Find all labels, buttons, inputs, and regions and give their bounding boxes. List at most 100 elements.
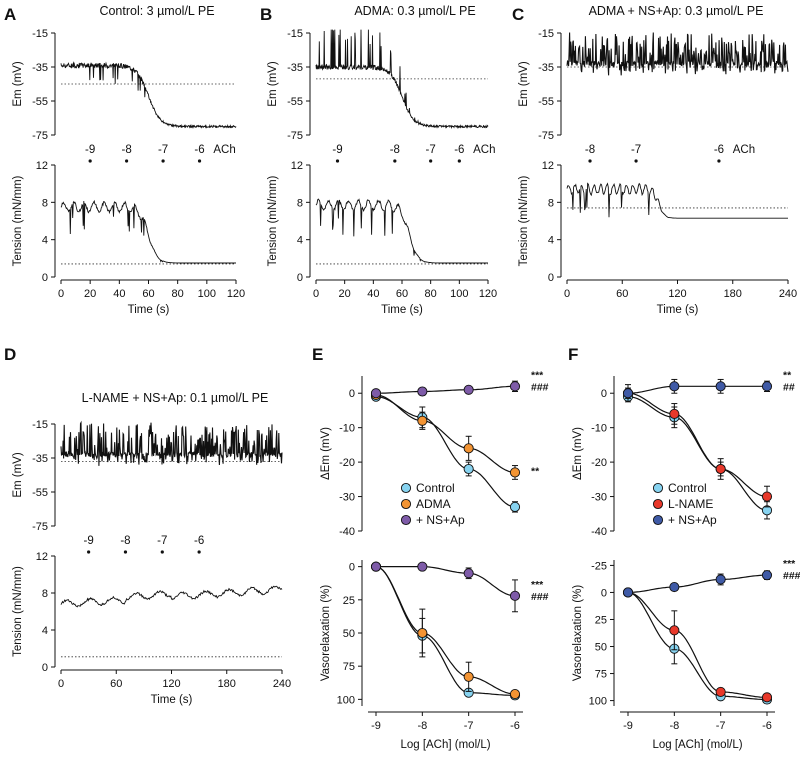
legend-marker-E bbox=[400, 498, 412, 510]
relax-point-adma-E bbox=[509, 689, 521, 700]
dose-label-B: -6 bbox=[454, 144, 464, 156]
relax-fit-curve-F bbox=[627, 591, 767, 701]
dose-label-C: -6 bbox=[714, 144, 724, 156]
tension-trace-B bbox=[315, 198, 488, 264]
em-trace-B bbox=[315, 29, 489, 130]
em-fit-curve-E bbox=[375, 396, 516, 508]
relax-point-nsap-F bbox=[715, 574, 726, 585]
dose-tick-label-E: -8 bbox=[417, 720, 427, 732]
relax-point-lname-F bbox=[715, 686, 726, 697]
tension-tick-label-C: 8 bbox=[548, 197, 554, 209]
em-tick-label-B: -75 bbox=[287, 130, 303, 142]
em-tick-label-B: -55 bbox=[287, 96, 303, 108]
em-tick-label-B: -15 bbox=[287, 28, 303, 40]
dose-marker-D bbox=[160, 550, 164, 554]
relax-significance-F: *** bbox=[783, 558, 796, 570]
tension-tick-label-C: 12 bbox=[542, 160, 554, 172]
tension-tick-label-B: 12 bbox=[291, 160, 303, 172]
time-axis-label-D: Time (s) bbox=[151, 694, 193, 706]
tension-tick-label-A: 0 bbox=[42, 272, 48, 284]
em-y-tick-label-F: -30 bbox=[591, 492, 607, 504]
dose-tick-label-F: -7 bbox=[716, 720, 726, 732]
legend-label-E: ADMA bbox=[416, 497, 451, 511]
relax-y-tick-label-F: 25 bbox=[595, 614, 607, 626]
legend-marker-F bbox=[652, 482, 664, 494]
em-point-nsap-F bbox=[669, 381, 680, 392]
legend-marker-F bbox=[652, 498, 664, 510]
em-fit-curve-E bbox=[376, 385, 516, 394]
dose-marker-A bbox=[125, 159, 129, 163]
relax-y-tick-label-F: 50 bbox=[595, 642, 607, 654]
legend-label-F: L-NAME bbox=[668, 497, 713, 511]
em-tick-label-A: -35 bbox=[32, 62, 48, 74]
tension-axis-label-A: Tension (mN/mm) bbox=[12, 175, 24, 266]
time-tick-label-C: 240 bbox=[779, 288, 797, 300]
relax-fit-curve-F bbox=[627, 591, 767, 698]
dose-tick-label-F: -9 bbox=[623, 720, 633, 732]
relax-point-nsap-F bbox=[669, 581, 680, 593]
em-fit-curve-E bbox=[375, 394, 516, 473]
relax-significance-F: ### bbox=[783, 570, 800, 582]
em-tick-label-B: -35 bbox=[287, 62, 303, 74]
em-axis-label-B: Em (mV) bbox=[267, 61, 279, 107]
time-tick-label-A: 120 bbox=[227, 288, 245, 300]
em-y-tick-label-F: -10 bbox=[591, 423, 607, 435]
relax-y-tick-label-F: 100 bbox=[589, 696, 607, 708]
dose-marker-D bbox=[123, 550, 128, 554]
em-y-tick-label-E: -10 bbox=[339, 423, 355, 435]
time-tick-label-D: 120 bbox=[162, 678, 180, 690]
em-point-adma-E bbox=[417, 415, 428, 426]
relax-point-lname-F bbox=[761, 692, 773, 703]
time-tick-label-C: 120 bbox=[668, 288, 686, 300]
em-fit-curve-F bbox=[627, 396, 768, 511]
dose-tick-label-E: -6 bbox=[510, 720, 520, 732]
em-tick-label-A: -75 bbox=[32, 130, 48, 142]
dose-tick-label-F: -8 bbox=[669, 720, 679, 732]
em-point-lname-F bbox=[715, 463, 726, 475]
em-trace-A bbox=[60, 61, 237, 129]
em-tick-label-A: -55 bbox=[32, 96, 48, 108]
panel-letter-E: E bbox=[312, 345, 323, 364]
dose-label-B: ACh bbox=[473, 144, 495, 156]
panel-letter-B: B bbox=[260, 5, 272, 24]
time-tick-label-D: 60 bbox=[110, 678, 122, 690]
time-tick-label-B: 80 bbox=[425, 288, 437, 300]
em-tick-label-C: -55 bbox=[538, 96, 554, 108]
em-y-tick-label-E: -20 bbox=[339, 457, 355, 469]
relax-point-nsap-F bbox=[622, 587, 634, 598]
em-tick-label-C: -35 bbox=[538, 62, 554, 74]
em-point-nsap-F bbox=[622, 388, 634, 399]
em-tick-label-C: -15 bbox=[538, 28, 554, 40]
em-y-tick-label-E: 0 bbox=[349, 388, 355, 400]
tension-tick-label-C: 4 bbox=[548, 235, 554, 247]
em-y-tick-label-F: -40 bbox=[591, 526, 607, 538]
panel-letter-C: C bbox=[512, 5, 524, 24]
em-y-tick-label-F: -20 bbox=[591, 457, 607, 469]
tension-tick-label-A: 8 bbox=[42, 197, 48, 209]
em-axis-label-C: Em (mV) bbox=[518, 61, 530, 107]
relax-y-tick-label-F: 0 bbox=[601, 587, 607, 599]
tension-trace-D bbox=[60, 585, 283, 608]
dose-marker-D bbox=[197, 550, 201, 554]
em-point-nsap-E bbox=[370, 388, 382, 399]
legend-label-E: + NS+Ap bbox=[416, 513, 465, 527]
time-tick-label-B: 20 bbox=[339, 288, 351, 300]
dose-label-D: -9 bbox=[84, 535, 94, 547]
em-point-nsap-F bbox=[761, 381, 773, 392]
time-tick-label-D: 180 bbox=[218, 678, 236, 690]
time-tick-label-B: 40 bbox=[367, 288, 379, 300]
time-tick-label-A: 20 bbox=[84, 288, 96, 300]
tension-axis-label-D: Tension (mN/mm) bbox=[12, 566, 24, 657]
dose-marker-B bbox=[429, 159, 433, 163]
legend-label-E: Control bbox=[416, 481, 455, 495]
relax-point-lname-F bbox=[669, 625, 680, 636]
relax-point-adma-E bbox=[463, 671, 474, 682]
time-axis-label-C: Time (s) bbox=[657, 304, 699, 316]
tension-axis-label-B: Tension (mN/mm) bbox=[267, 175, 279, 266]
dose-label-C: -7 bbox=[631, 144, 641, 156]
dose-tick-label-E: -7 bbox=[464, 720, 474, 732]
dose-label-A: -8 bbox=[122, 144, 132, 156]
em-point-nsap-E bbox=[417, 386, 428, 397]
dose-marker-B bbox=[457, 159, 461, 163]
